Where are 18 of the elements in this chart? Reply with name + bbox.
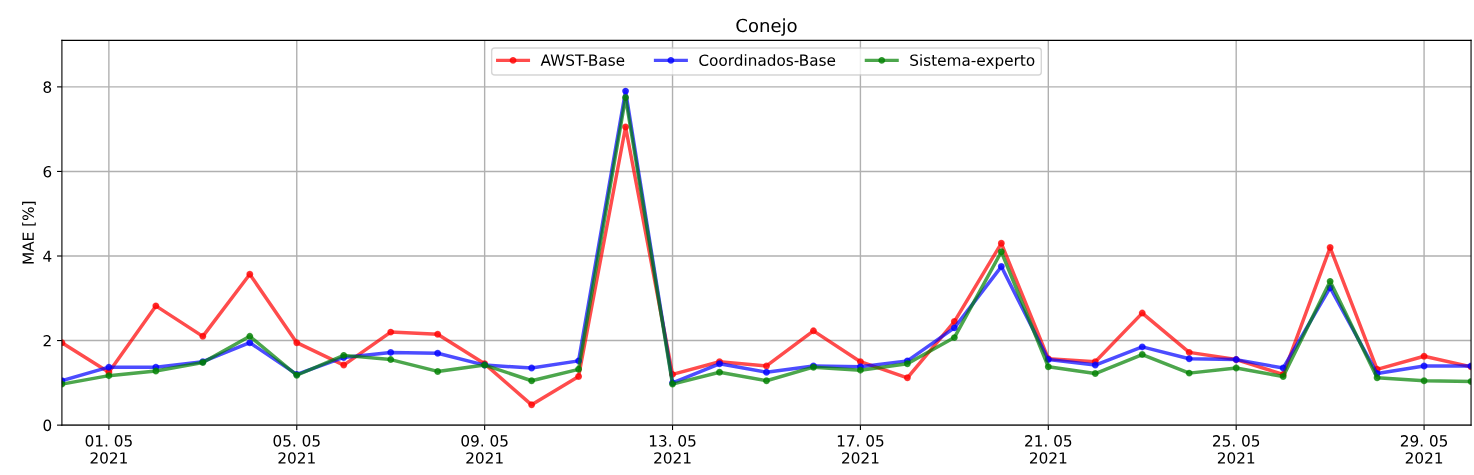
x-tick-label: 29. 05 2021 xyxy=(1400,435,1448,464)
y-tick-label: 8 xyxy=(43,81,52,93)
x-tick-label: 05. 05 2021 xyxy=(273,435,320,464)
legend-label: Coordinados-Base xyxy=(699,54,836,66)
x-tick-label: 01. 05 2021 xyxy=(85,435,132,464)
y-tick-label: 0 xyxy=(43,419,52,432)
legend-label: AWST-Base xyxy=(540,54,625,66)
x-tick-label: 13. 05 2021 xyxy=(649,435,696,464)
y-tick-label: 2 xyxy=(43,335,51,347)
chart-title: Conejo xyxy=(736,18,797,36)
x-tick-label: 17. 05 2021 xyxy=(837,435,884,464)
x-tick-label: 09. 05 2021 xyxy=(461,435,508,464)
y-tick-label: 4 xyxy=(43,250,52,262)
y-tick-label: 6 xyxy=(43,165,52,178)
y-axis-title: MAE [%] xyxy=(22,201,36,264)
x-tick-label: 21. 05 2021 xyxy=(1025,435,1072,464)
x-tick-label: 25. 05 2021 xyxy=(1213,435,1260,464)
legend-label: Sistema-experto xyxy=(910,54,1035,69)
